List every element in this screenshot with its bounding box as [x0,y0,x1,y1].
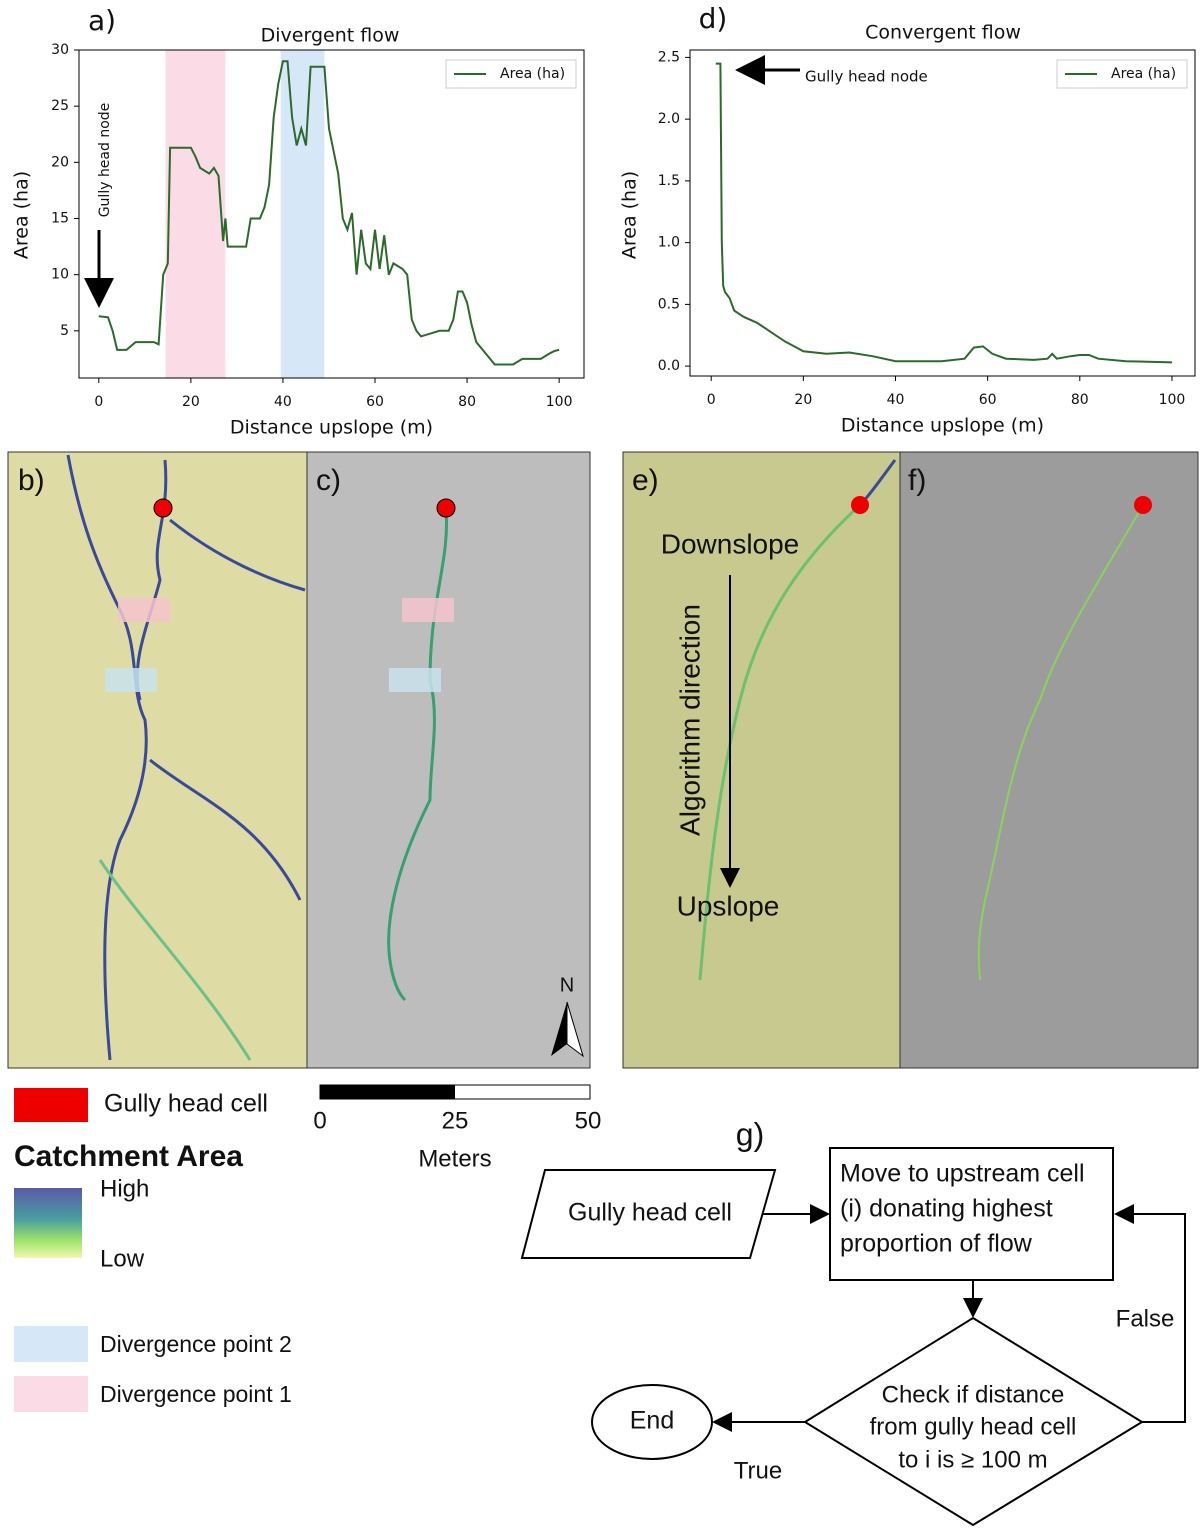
y-tick-label: 20 [51,154,69,170]
y-tick-label: 30 [51,42,69,58]
y-tick-label: 25 [51,98,69,114]
gully-head [1134,496,1152,514]
panel-label: g) [736,1116,764,1152]
x-tick-label: 0 [707,392,716,408]
divergence-2 [105,668,157,692]
gully-swatch [14,1088,88,1122]
div2-swatch [14,1326,88,1362]
x-tick-label: 80 [458,394,476,410]
legend-text: Divergence point 2 [100,1331,292,1357]
legend-label: Area (ha) [1111,66,1176,82]
y-tick-label: 1.5 [658,173,680,189]
legend: Gully head cell Catchment Area High Low … [14,1085,601,1412]
x-axis-label: Distance upslope (m) [230,417,433,439]
y-tick-label: 0.0 [658,358,680,374]
y-axis-label: Area (ha) [11,171,33,259]
data-line [716,64,1172,363]
x-tick-label: 60 [366,394,384,410]
gully-head [437,499,455,517]
plot-frame [79,50,584,378]
scale-unit: Meters [418,1145,491,1172]
annotation: Gully head node [97,103,113,218]
direction: Algorithm direction [674,604,705,836]
chart-title: Divergent flow [261,25,400,47]
gully-head [154,499,172,517]
plot-frame [690,50,1195,376]
panel-label: f) [908,464,926,497]
gully-head [851,496,869,514]
panel-label: e) [632,464,659,497]
legend-text: Divergence point 1 [100,1381,292,1407]
node-text: End [630,1407,674,1435]
figure: 0 20 40 60 80 100 5 10 15 20 25 30 Area (ha) Divergen… [0,0,1200,1528]
scale-tick: 0 [313,1107,326,1134]
panel-label: d) [699,2,728,35]
y-tick-label: 15 [51,210,69,226]
y-tick-label: 1.0 [658,235,680,251]
y-axis-label: Area (ha) [619,171,641,259]
x-tick-label: 40 [274,394,292,410]
maps: b) c) e) f) Downslope Algorithm directio… [8,452,1198,1068]
ca-gradient [14,1188,82,1258]
scale-bar [320,1085,455,1099]
node-text: from gully head cell [870,1413,1077,1440]
div1-swatch [14,1376,88,1412]
node-text: Gully head cell [568,1199,732,1227]
x-tick-label: 100 [546,394,573,410]
legend-label: Area (ha) [500,66,565,82]
x-tick-label: 20 [182,394,200,410]
node-text: to i is ≥ 100 m [898,1446,1047,1473]
y-tick-label: 2.0 [658,111,680,127]
node-text: Move to upstream cell [840,1160,1085,1188]
divergence-1 [402,598,454,622]
shaded-region [166,50,226,378]
scale-tick: 25 [442,1107,469,1134]
panel-label: a) [88,4,116,37]
legend-text: High [100,1175,149,1202]
node-text: (i) donating highest [840,1195,1053,1223]
legend-text: Gully head cell [104,1090,268,1118]
x-tick-label: 40 [887,392,905,408]
charts: 0 20 40 60 80 100 5 10 15 20 25 30 Area (ha) Divergen… [11,2,1196,439]
chart-title: Convergent flow [865,22,1021,44]
map-c [307,452,590,1068]
y-tick-label: 2.5 [658,49,680,65]
x-tick-label: 100 [1159,392,1186,408]
divergence-2 [389,668,441,692]
panel-label: c) [316,464,341,497]
map-f [900,452,1198,1068]
legend-text: Low [100,1245,145,1272]
divergence-1 [118,598,170,622]
upslope: Upslope [677,890,780,921]
y-tick-label: 10 [51,267,69,283]
x-tick-label: 0 [94,394,103,410]
panel-label: b) [18,464,45,497]
node-text: Check if distance [882,1381,1065,1408]
x-tick-label: 60 [979,392,997,408]
scale-tick: 50 [575,1107,602,1134]
x-tick-label: 20 [794,392,812,408]
shaded-region [281,50,325,378]
flowchart: g) Gully head cell Move to upstream cell… [522,1116,1185,1525]
x-axis-label: Distance upslope (m) [841,415,1044,437]
downslope: Downslope [661,528,800,559]
y-tick-label: 5 [60,323,69,339]
edge-label: False [1116,1305,1175,1332]
edge-label: True [734,1457,782,1484]
x-tick-label: 80 [1071,392,1089,408]
north-label: N [560,974,574,996]
node-text: proportion of flow [840,1230,1033,1258]
annotation: Gully head node [805,68,928,86]
legend-title: Catchment Area [14,1140,243,1173]
y-tick-label: 0.5 [658,296,680,312]
